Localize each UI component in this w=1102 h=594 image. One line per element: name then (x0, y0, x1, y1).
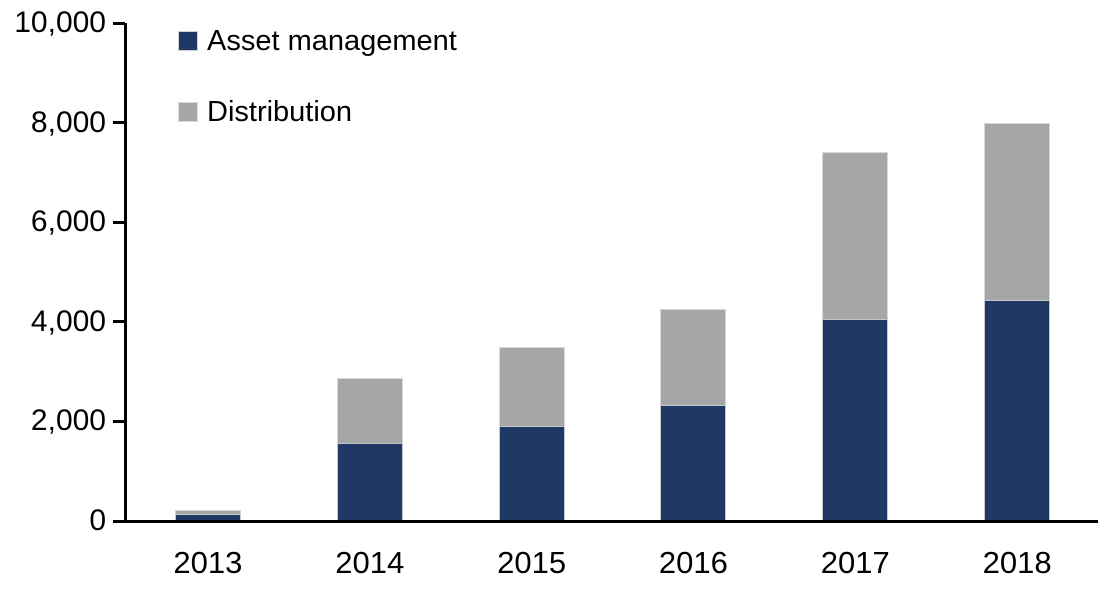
y-tick-label: 4,000 (30, 304, 106, 338)
legend-item-distribution: Distribution (178, 97, 352, 127)
y-tick-mark (113, 121, 125, 125)
x-tick-label-2015: 2015 (497, 545, 567, 580)
y-tick-mark (113, 419, 125, 423)
legend-label-distribution: Distribution (207, 96, 353, 128)
y-axis-line (124, 23, 127, 523)
x-tick-label-2016: 2016 (658, 545, 728, 580)
bar-segment-2013-asset-management (174, 514, 241, 521)
bar-2014 (336, 377, 403, 521)
bar-segment-2016-asset-management (660, 404, 727, 521)
bar-2018 (984, 122, 1051, 521)
bar-segment-2014-distribution (336, 377, 403, 444)
bar-segment-2016-distribution (660, 308, 727, 405)
x-tick-label-2014: 2014 (335, 545, 405, 580)
bar-2017 (822, 152, 889, 521)
bar-segment-2015-distribution (498, 346, 565, 427)
bar-segment-2018-asset-management (984, 300, 1051, 521)
bar-segment-2014-asset-management (336, 443, 403, 521)
bar-segment-2017-asset-management (822, 318, 889, 521)
x-tick-label-2017: 2017 (820, 545, 890, 580)
bar-segment-2013-distribution (174, 509, 241, 514)
y-tick-label: 8,000 (30, 105, 106, 139)
x-tick-label-2013: 2013 (173, 545, 243, 580)
y-tick-label: 0 (89, 504, 106, 537)
bar-2013 (174, 509, 241, 521)
y-tick-label: 2,000 (30, 404, 106, 438)
bar-segment-2017-distribution (822, 152, 889, 319)
y-tick-mark (113, 220, 125, 224)
bar-2016 (660, 308, 727, 521)
y-tick-label: 6,000 (30, 205, 106, 239)
x-tick-label-2018: 2018 (982, 545, 1052, 580)
bar-segment-2018-distribution (984, 122, 1051, 301)
legend-item-asset-management: Asset management (178, 26, 457, 56)
y-tick-label: 10,000 (14, 6, 106, 39)
legend-label-asset-management: Asset management (207, 25, 457, 57)
x-axis-line (113, 519, 1098, 523)
bar-segment-2015-asset-management (498, 426, 565, 521)
distribution-swatch-icon (178, 102, 198, 122)
bar-2015 (498, 346, 565, 521)
asset-management-swatch-icon (178, 31, 198, 51)
y-tick-mark (113, 21, 125, 25)
y-tick-mark (113, 320, 125, 324)
